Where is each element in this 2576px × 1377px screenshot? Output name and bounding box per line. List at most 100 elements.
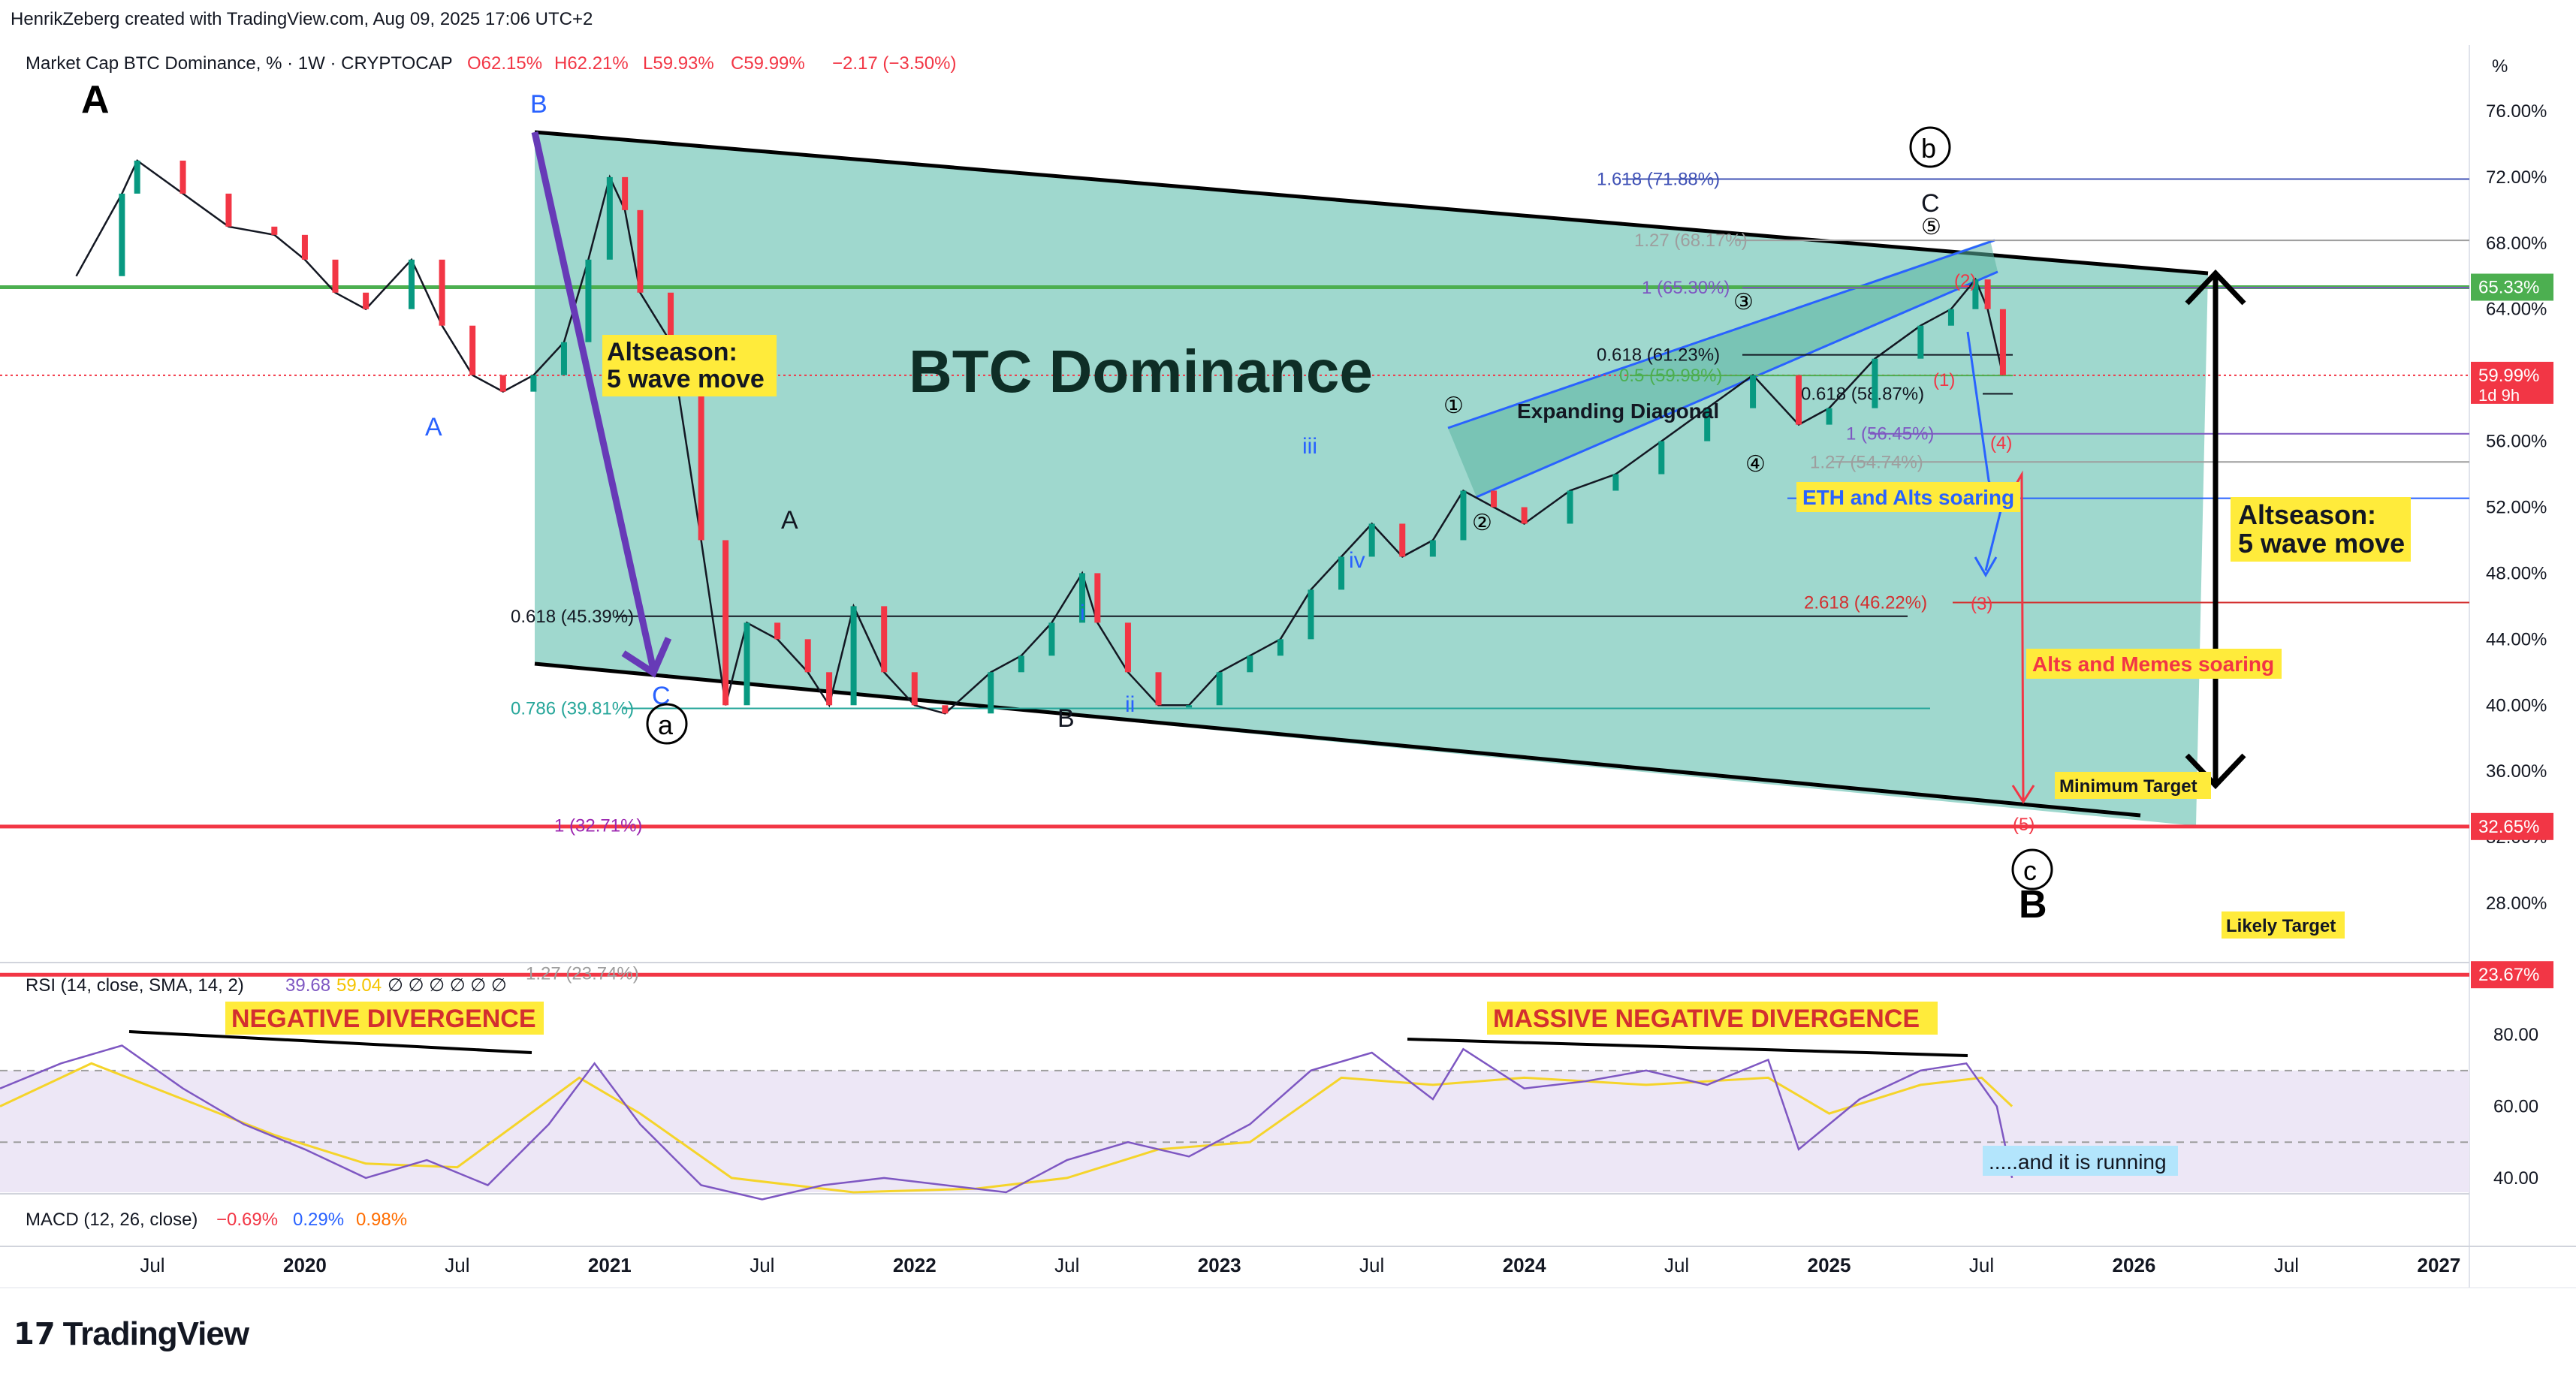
svg-text:ii: ii xyxy=(1125,692,1135,717)
price-badge-0: 65.33% xyxy=(2471,273,2553,301)
chart-canvas[interactable]: Market Cap BTC Dominance, % · 1W · CRYPT… xyxy=(0,0,2576,1306)
svg-text:B: B xyxy=(1057,704,1075,733)
price-axis-tick: 28.00% xyxy=(2486,893,2547,914)
svg-text:⑤: ⑤ xyxy=(1921,215,1941,240)
price-candle xyxy=(804,639,811,673)
legend-symbol: Market Cap BTC Dominance, % · 1W · CRYPT… xyxy=(26,53,453,74)
price-candle xyxy=(363,292,370,309)
scale-mode-label[interactable]: % xyxy=(2492,56,2508,77)
likely-target-box xyxy=(2222,911,2345,939)
time-axis-tick: Jul xyxy=(1969,1254,1994,1276)
price-candle xyxy=(1155,672,1162,706)
svg-text:ETH and Alts soaring: ETH and Alts soaring xyxy=(1802,486,2014,509)
time-axis[interactable]: Jul 2020 Jul 2021 Jul 2022 Jul 2023 Jul 2024 Jul 20… xyxy=(140,1254,2460,1276)
svg-text:1d 9h: 1d 9h xyxy=(2478,386,2520,405)
price-candle xyxy=(1399,523,1406,557)
rsi-axis-tick: 40.00 xyxy=(2493,1168,2538,1189)
fib-label-1: 1.27 (68.17%) xyxy=(1634,231,1748,251)
rsi-axis[interactable]: 80.00 60.00 40.00 xyxy=(2493,1025,2538,1189)
fib-label-3: 0.618 (61.23%) xyxy=(1597,345,1720,366)
macd-value-3: 0.98% xyxy=(356,1210,407,1230)
price-candle xyxy=(1277,639,1283,656)
price-candle xyxy=(1917,325,1924,359)
macd-value-2: 0.29% xyxy=(293,1210,344,1230)
price-candle xyxy=(1460,490,1467,541)
price-candle xyxy=(332,259,339,293)
price-candle xyxy=(722,540,729,706)
price-axis[interactable]: 76.00%72.00%68.00%64.00%60.00%56.00%52.0… xyxy=(2486,101,2547,914)
time-axis-tick: 2020 xyxy=(283,1254,327,1276)
price-axis-tick: 64.00% xyxy=(2486,300,2547,320)
fib-label-13: 1.27 (23.74%) xyxy=(526,964,639,984)
svg-text:(3): (3) xyxy=(1971,594,1992,614)
rsi-axis-tick: 80.00 xyxy=(2493,1025,2538,1045)
svg-text:c: c xyxy=(2023,855,2037,886)
svg-text:A: A xyxy=(81,78,110,122)
price-candle xyxy=(988,672,994,714)
price-candle xyxy=(744,622,750,706)
price-axis-tick: 72.00% xyxy=(2486,167,2547,188)
svg-text:Alts and Memes soaring: Alts and Memes soaring xyxy=(2032,652,2274,676)
svg-text:A: A xyxy=(425,413,442,441)
price-candle xyxy=(1124,622,1131,673)
svg-text:③: ③ xyxy=(1733,290,1754,315)
eth-alts-box xyxy=(1796,482,2020,512)
altseason-left-box xyxy=(602,335,777,396)
time-axis-tick: 2023 xyxy=(1198,1254,1241,1276)
time-axis-tick: Jul xyxy=(445,1254,469,1276)
massive-divergence-box xyxy=(1487,1002,1938,1035)
price-candle xyxy=(911,672,918,706)
svg-text:59.99%: 59.99% xyxy=(2478,366,2539,386)
rsi-sma-value: 59.04 xyxy=(336,975,382,996)
annotations: BTC Dominance Altseason: 5 wave move Exp… xyxy=(602,335,2411,939)
price-candle xyxy=(1308,589,1314,640)
time-axis-tick: 2027 xyxy=(2417,1254,2460,1276)
price-axis-tick: 68.00% xyxy=(2486,234,2547,254)
svg-text:(1): (1) xyxy=(1933,370,1955,390)
rsi-sma-series xyxy=(0,1062,2013,1194)
price-candle xyxy=(1984,279,1991,309)
time-axis-tick: 2025 xyxy=(1808,1254,1851,1276)
divergence-line-2 xyxy=(1407,1038,1968,1057)
macd-pane: MACD (12, 26, close) −0.69% 0.29% 0.98% xyxy=(26,1210,407,1230)
macd-value-1: −0.69% xyxy=(216,1210,278,1230)
fib-label-0: 1.618 (71.88%) xyxy=(1597,170,1720,190)
price-candle xyxy=(409,259,415,309)
price-candle xyxy=(668,292,674,342)
legend-change: −2.17 (−3.50%) xyxy=(832,53,956,74)
projection-red-head xyxy=(2011,785,2035,804)
svg-text:iv: iv xyxy=(1349,548,1365,573)
price-candle xyxy=(881,606,888,673)
price-candle xyxy=(1750,375,1757,408)
price-candle xyxy=(530,375,537,392)
price-candle xyxy=(1826,408,1832,425)
svg-text:Minimum Target: Minimum Target xyxy=(2059,776,2197,797)
legend-low: L59.93% xyxy=(643,53,714,74)
rsi-pane: RSI (14, close, SMA, 14, 2) 39.68 59.04 … xyxy=(0,975,2469,1201)
time-axis-tick: Jul xyxy=(750,1254,774,1276)
price-candle xyxy=(606,176,613,260)
price-candle xyxy=(1079,573,1086,623)
svg-text:iii: iii xyxy=(1302,434,1317,459)
svg-text:C: C xyxy=(1921,189,1940,218)
price-candle xyxy=(698,342,704,541)
price-axis-tick: 56.00% xyxy=(2486,432,2547,452)
price-candle xyxy=(179,160,186,194)
scale-mode-button[interactable] xyxy=(2471,50,2528,81)
price-candle xyxy=(499,375,506,392)
svg-text:.....and it is running: .....and it is running xyxy=(1989,1150,2167,1174)
rsi-series xyxy=(0,1044,2013,1201)
price-candle xyxy=(1567,490,1573,524)
fib-label-10: 0.618 (45.39%) xyxy=(511,607,634,627)
svg-text:5 wave move: 5 wave move xyxy=(2238,528,2405,559)
wave-labels: A B A C a A B b C c B i ii iii iv ① ② ③ … xyxy=(81,78,2053,927)
tradingview-logo-icon: 17 xyxy=(14,1317,56,1351)
svg-text:i: i xyxy=(1080,601,1085,625)
price-candle xyxy=(850,606,857,706)
tradingview-logo[interactable]: 17 TradingView xyxy=(14,1315,249,1353)
price-candle xyxy=(1491,490,1498,508)
price-candle xyxy=(1658,441,1665,475)
price-candle xyxy=(1872,358,1878,408)
time-axis-tick: Jul xyxy=(2274,1254,2299,1276)
time-axis-tick: Jul xyxy=(1359,1254,1384,1276)
